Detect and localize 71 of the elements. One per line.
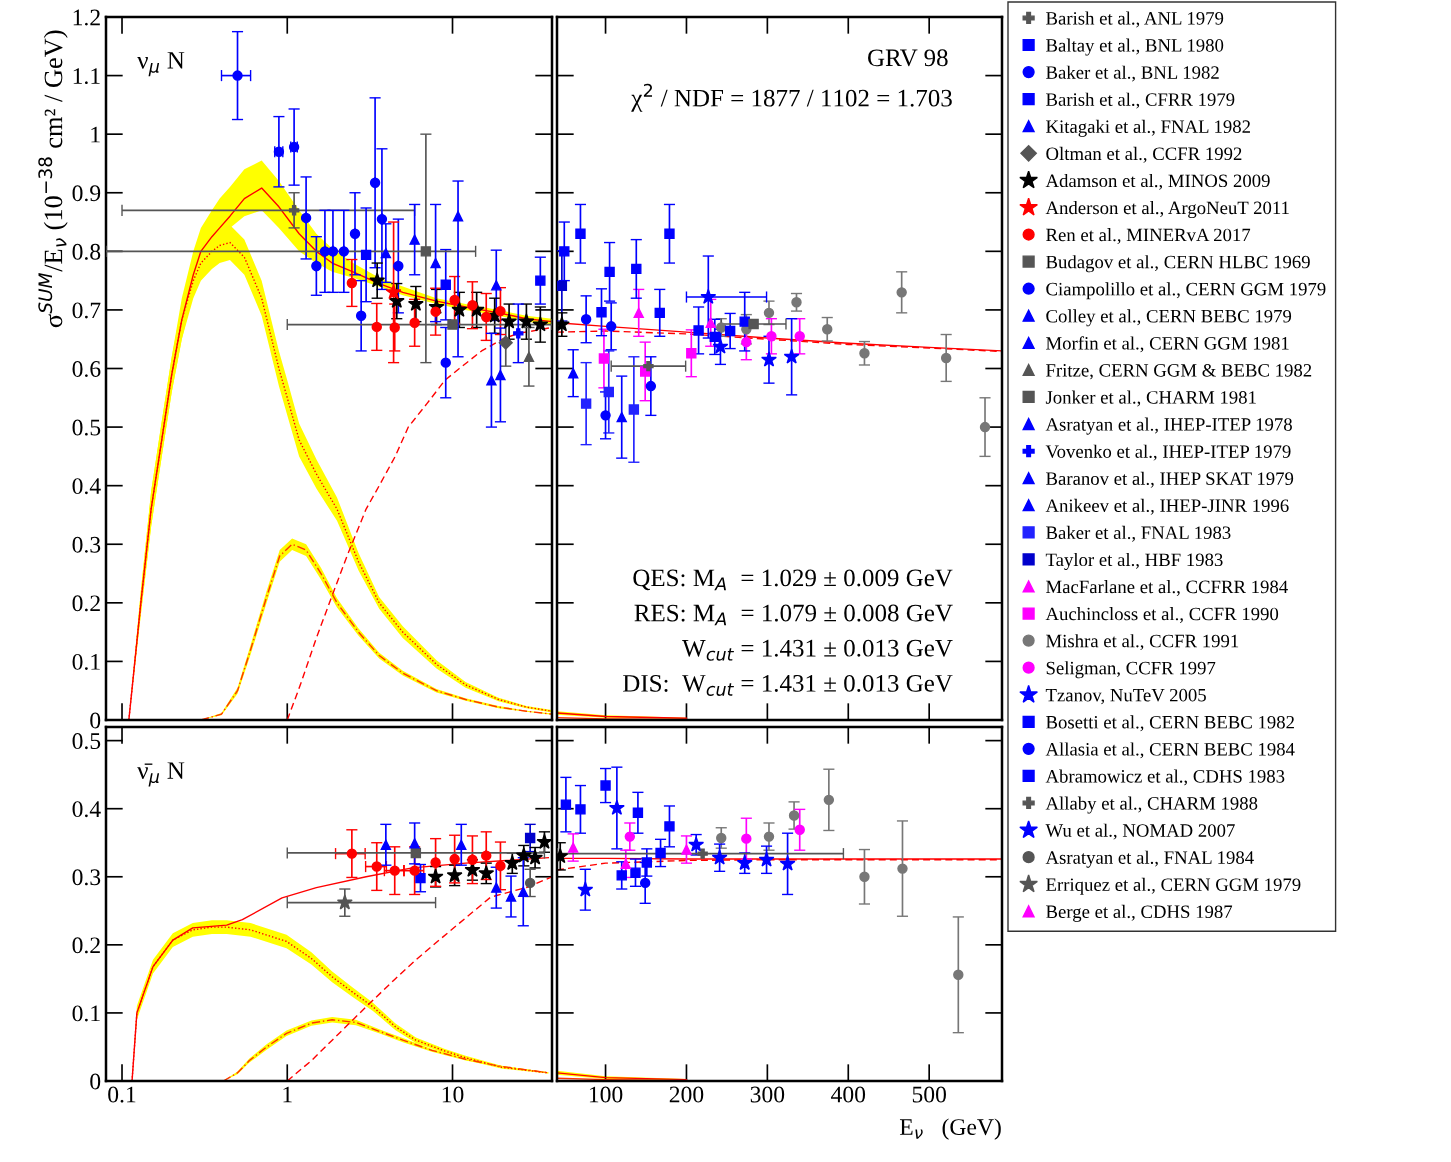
- legend-label: Ren et al., MINERvA 2017: [1046, 228, 1251, 244]
- legend-label: Vovenko et al., IHEP-ITEP 1979: [1045, 444, 1291, 461]
- legend-label: Oltman et al., CCFR 1992: [1046, 146, 1242, 163]
- annotation: χ$^{2}$ / NDF = 1877 / 1102 = 1.703: [631, 83, 952, 112]
- y-tick-label: 0: [90, 712, 101, 729]
- y-tick-label: 0.5: [72, 419, 101, 436]
- x-tick-label: 500: [912, 1086, 946, 1103]
- legend-label: Baker et al., BNL 1982: [1046, 65, 1219, 82]
- x-tick-label: 0.1: [108, 1086, 136, 1103]
- y-tick-label: 0: [90, 1073, 101, 1090]
- legend-label: Taylor et al., HBF 1983: [1045, 552, 1223, 570]
- legend-label: Abramowicz et al., CDHS 1983: [1045, 769, 1285, 786]
- annotation: GRV 98: [868, 49, 948, 67]
- legend-label: Mishra et al., CCFR 1991: [1046, 634, 1239, 651]
- y-tick-label: 0.3: [72, 869, 101, 886]
- annotation: DIS: W$_{cut}$ = 1.431 ± 0.013 GeV: [623, 674, 953, 696]
- x-tick-label: 10: [442, 1086, 464, 1103]
- annotation: W$_{cut}$ = 1.431 ± 0.013 GeV: [682, 639, 953, 661]
- y-tick-label: 0.6: [72, 360, 101, 378]
- legend-label: Colley et al., CERN BEBC 1979: [1046, 309, 1292, 327]
- x-tick-label: 100: [589, 1086, 623, 1103]
- y-tick-label: 0.1: [72, 1005, 100, 1022]
- y-tick-label: 0.1: [72, 653, 100, 670]
- y-tick-label: 0.9: [72, 185, 101, 202]
- text: Erriquez et al., CERN GGM 1979: [1046, 877, 1301, 895]
- legend-label: Anderson et al., ArgoNeuT 2011: [1045, 200, 1289, 219]
- text: E$_{ν}$ (GeV): [899, 1118, 1001, 1140]
- y-tick-label: 0.7: [72, 302, 101, 319]
- text: Berge et al., CDHS 1987: [1046, 904, 1233, 922]
- annotation: ν̄$_{μ}$ N: [137, 762, 185, 787]
- legend-label: Tzanov, NuTeV 2005: [1045, 688, 1206, 705]
- x-tick-label: 1: [283, 1086, 292, 1103]
- legend-label: Seligman, CCFR 1997: [1046, 661, 1216, 679]
- legend-label: MacFarlane et al., CCFRR 1984: [1046, 580, 1288, 596]
- legend-label: Jonker et al., CHARM 1981: [1045, 390, 1256, 407]
- y-tick-label: 0.3: [72, 536, 101, 553]
- x-tick-label: 400: [831, 1086, 866, 1103]
- annotation: ν$_{μ}$ N: [137, 52, 185, 77]
- legend-label: Fritze, CERN GGM & BEBC 1982: [1046, 364, 1312, 380]
- legend-label: Barish et al., ANL 1979: [1046, 11, 1224, 28]
- x-tick-label: 300: [750, 1086, 785, 1103]
- legend-label: Baker et al., FNAL 1983: [1046, 525, 1231, 542]
- y-axis-title: σ$^{SUM}$/E$_{ν}$ (10$^{−38}$ cm² / GeV): [38, 30, 68, 328]
- x-tick-label: 200: [669, 1086, 704, 1103]
- y-tick-label: 0.8: [72, 243, 101, 260]
- y-tick-label: 1.2: [73, 9, 100, 26]
- legend-label: Auchincloss et al., CCFR 1990: [1045, 607, 1279, 623]
- y-tick-label: 0.4: [72, 801, 101, 818]
- legend-label: Baranov et al., IHEP SKAT 1979: [1046, 471, 1294, 488]
- legend-label: Morfin et al., CERN GGM 1981: [1046, 336, 1289, 353]
- text: Asratyan et al., FNAL 1984: [1045, 850, 1254, 868]
- legend-label: Baltay et al., BNL 1980: [1046, 38, 1224, 56]
- annotation: RES: M$_{A}$ = 1.079 ± 0.008 GeV: [634, 604, 953, 626]
- legend-label: Allasia et al., CERN BEBC 1984: [1045, 742, 1295, 759]
- y-tick-label: 0.2: [72, 595, 100, 612]
- y-tick-label: 0.2: [72, 937, 100, 954]
- y-tick-label: 0.5: [72, 733, 101, 750]
- y-tick-label: 0.4: [72, 478, 101, 495]
- legend-label: Barish et al., CFRR 1979: [1046, 92, 1235, 109]
- legend-label: Adamson et al., MINOS 2009: [1045, 173, 1270, 190]
- legend-label: Wu et al., NOMAD 2007: [1045, 823, 1235, 840]
- annotation: QES: M$_{A}$ = 1.029 ± 0.009 GeV: [633, 569, 953, 591]
- legend-label: Ciampolillo et al., CERN GGM 1979: [1046, 282, 1326, 300]
- legend-label: Allaby et al., CHARM 1988: [1045, 796, 1258, 814]
- legend-label: Asratyan et al., IHEP-ITEP 1978: [1045, 417, 1292, 435]
- legend-label: Kitagaki et al., FNAL 1982: [1046, 119, 1250, 137]
- legend-label: Budagov et al., CERN HLBC 1969: [1046, 255, 1310, 273]
- legend-label: Bosetti et al., CERN BEBC 1982: [1046, 715, 1294, 732]
- y-tick-label: 1: [91, 126, 100, 143]
- y-tick-label: 1.1: [73, 68, 100, 85]
- legend-label: Anikeev et al., IHEP-JINR 1996: [1045, 498, 1289, 515]
